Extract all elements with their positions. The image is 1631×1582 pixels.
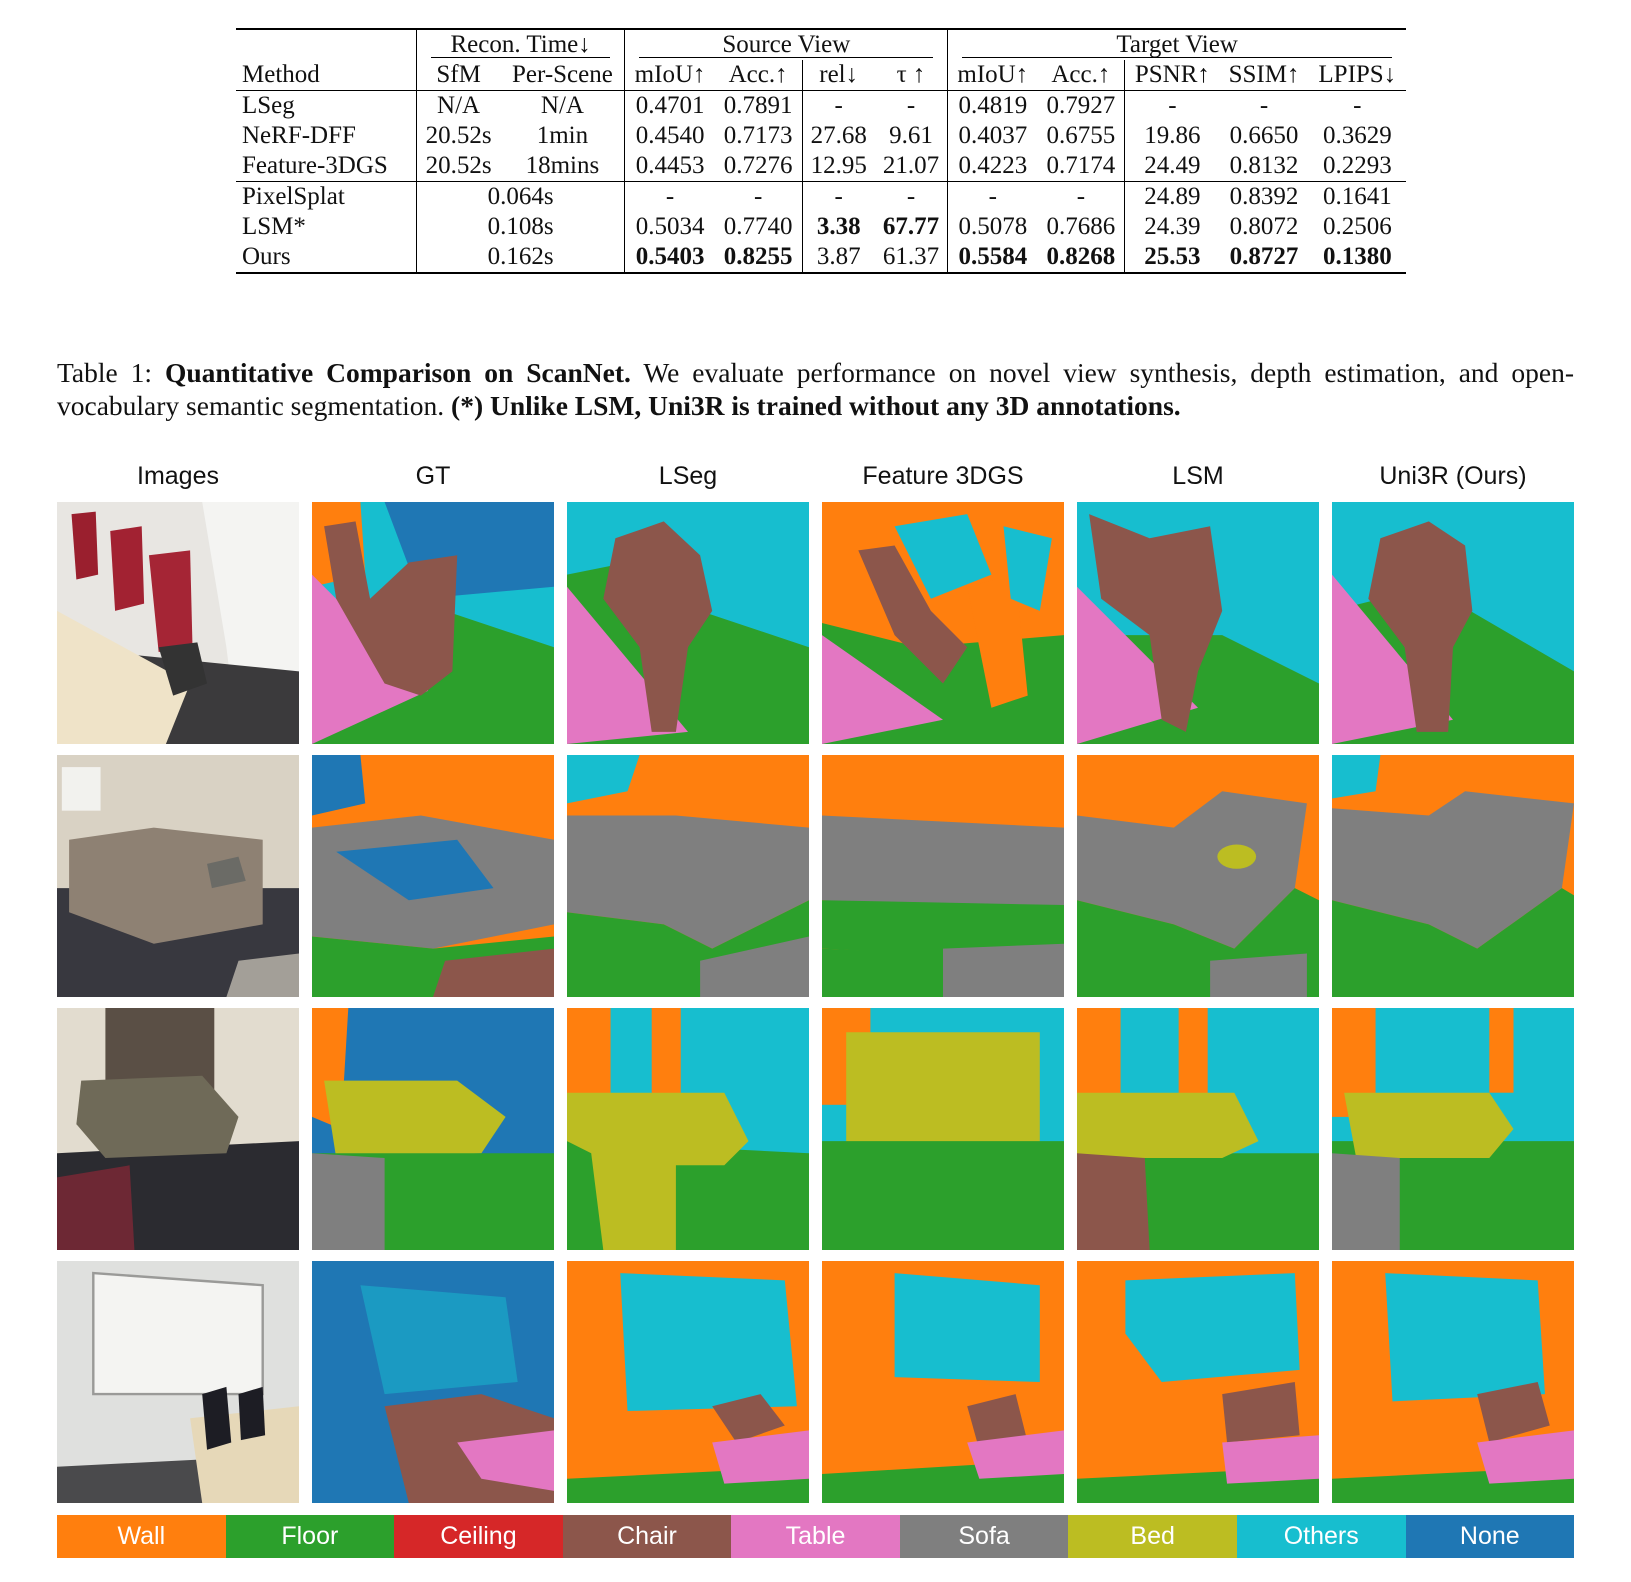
segmentation-uni3r-row4 (1332, 1261, 1574, 1503)
table-row: LSM* 0.108s 0.5034 0.7740 3.38 67.77 0.5… (242, 212, 1392, 242)
segmentation-feature3dgs-row1 (822, 502, 1064, 744)
column-heading-feature-3dgs: Feature 3DGS (862, 462, 1024, 490)
scene-photo-lounge-sofas (57, 755, 299, 997)
header-src-miou: mIoU↑ (624, 60, 715, 91)
segmentation-uni3r-row3 (1332, 1008, 1574, 1250)
segmentation-uni3r-row2 (1332, 755, 1574, 997)
header-method: Method (242, 61, 320, 88)
legend-item-chair: Chair (562, 1515, 732, 1558)
table-row: Feature-3DGS 20.52s 18mins 0.4453 0.7276… (236, 151, 1406, 182)
legend-item-floor: Floor (225, 1515, 395, 1558)
scene-photo-whiteboard-room (57, 1261, 299, 1503)
header-source-view: Source View (624, 29, 948, 60)
segmentation-lseg-row4 (567, 1261, 809, 1503)
table-caption: Table 1: Quantitative Comparison on Scan… (57, 356, 1574, 422)
scene-photo-bedroom (57, 1008, 299, 1250)
caption-title: Quantitative Comparison on ScanNet. (164, 357, 631, 388)
header-per-scene: Per-Scene (512, 61, 613, 88)
legend-item-bed: Bed (1068, 1515, 1237, 1558)
column-heading-gt: GT (415, 462, 451, 490)
header-tau: τ ↑ (896, 61, 926, 88)
segmentation-feature3dgs-row2 (822, 755, 1064, 997)
caption-note: (*) Unlike LSM, Uni3R is trained without… (451, 390, 1181, 421)
header-lpips: LPIPS↓ (1318, 61, 1397, 88)
segmentation-lseg-row2 (567, 755, 809, 997)
header-rel: rel↓ (801, 60, 875, 91)
table-row: Ours 0.162s 0.5403 0.8255 3.87 61.37 0.5… (236, 242, 1406, 273)
caption-label: Table 1: (57, 357, 165, 388)
table-row: LSeg N/A N/A 0.4701 0.7891 - - 0.4819 0.… (242, 90, 1362, 121)
header-target-view: Target View (947, 29, 1406, 60)
column-heading-uni3r: Uni3R (Ours) (1379, 462, 1527, 490)
segmentation-lsm-row2 (1077, 755, 1319, 997)
caption-body: We evaluate performance on novel view sy… (57, 357, 1574, 421)
header-tgt-miou: mIoU↑ (947, 60, 1038, 91)
legend-item-none: None (1405, 1515, 1575, 1558)
segmentation-gt-row3 (312, 1008, 554, 1250)
segmentation-lseg-row3 (567, 1008, 809, 1250)
segmentation-gt-row4 (312, 1261, 554, 1503)
results-table-container: Recon. Time↓ Source View Target View Met… (236, 28, 1406, 274)
segmentation-uni3r-row1 (1332, 502, 1574, 744)
legend-item-others: Others (1236, 1515, 1406, 1558)
scene-photo-conference-chairs (57, 502, 299, 744)
segmentation-gt-row1 (312, 502, 554, 744)
segmentation-lsm-row1 (1077, 502, 1319, 744)
legend-item-wall: Wall (57, 1515, 226, 1558)
results-table: Recon. Time↓ Source View Target View Met… (236, 28, 1406, 274)
class-color-legend: Wall Floor Ceiling Chair Table Sofa Bed … (57, 1515, 1575, 1558)
legend-item-ceiling: Ceiling (394, 1515, 563, 1558)
segmentation-lseg-row1 (567, 502, 809, 744)
header-src-acc: Acc.↑ (728, 61, 788, 88)
header-sfm: SfM (415, 60, 501, 91)
segmentation-lsm-row3 (1077, 1008, 1319, 1250)
header-recon-time: Recon. Time↓ (415, 29, 625, 60)
legend-item-sofa: Sofa (899, 1515, 1069, 1558)
table-row: PixelSplat 0.064s - - - - - - 24.89 0.83… (242, 181, 1392, 212)
column-heading-lsm: LSM (1172, 462, 1224, 490)
column-heading-lseg: LSeg (658, 462, 718, 490)
header-tgt-acc: Acc.↑ (1051, 61, 1111, 88)
legend-item-table: Table (731, 1515, 900, 1558)
header-spacer (236, 29, 416, 60)
table-row: NeRF-DFF 20.52s 1min 0.4540 0.7173 27.68… (242, 121, 1392, 151)
segmentation-gt-row2 (312, 755, 554, 997)
segmentation-feature3dgs-row3 (822, 1008, 1064, 1250)
segmentation-lsm-row4 (1077, 1261, 1319, 1503)
header-ssim: SSIM↑ (1228, 61, 1300, 88)
header-psnr: PSNR↑ (1124, 60, 1220, 91)
column-heading-images: Images (137, 462, 219, 490)
segmentation-feature3dgs-row4 (822, 1261, 1064, 1503)
